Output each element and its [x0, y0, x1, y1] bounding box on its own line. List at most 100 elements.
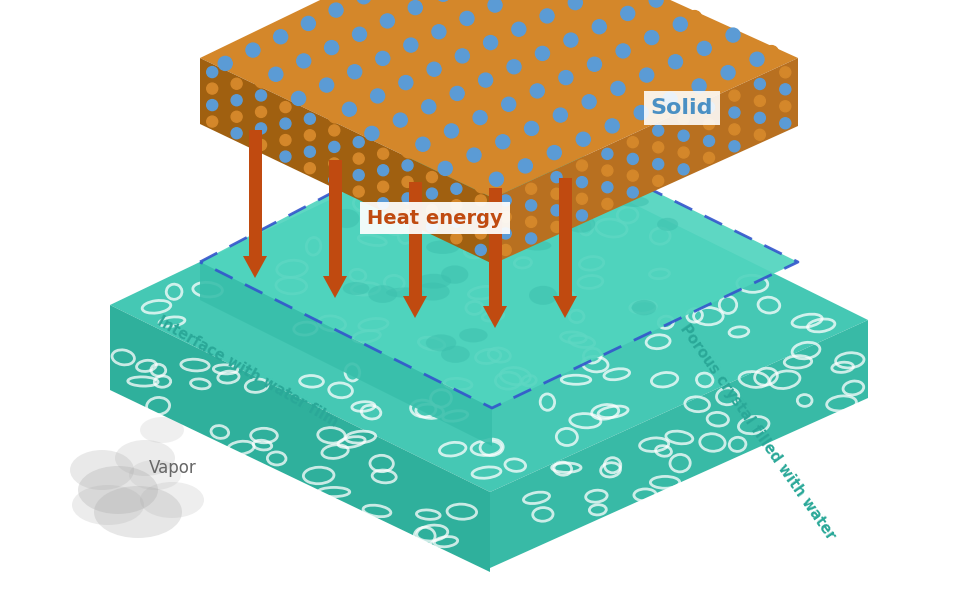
Circle shape	[304, 163, 316, 174]
Circle shape	[583, 0, 596, 3]
Ellipse shape	[94, 486, 182, 538]
Circle shape	[729, 90, 740, 101]
Circle shape	[564, 33, 578, 47]
Circle shape	[582, 95, 596, 109]
Circle shape	[668, 55, 683, 69]
Circle shape	[678, 113, 689, 124]
Circle shape	[432, 25, 445, 39]
Ellipse shape	[619, 196, 649, 207]
Ellipse shape	[519, 226, 543, 241]
Circle shape	[602, 50, 615, 65]
Circle shape	[418, 31, 432, 46]
Circle shape	[551, 172, 562, 182]
Polygon shape	[328, 160, 342, 276]
Circle shape	[578, 26, 592, 40]
Circle shape	[568, 0, 583, 10]
Circle shape	[729, 107, 740, 118]
Circle shape	[301, 16, 316, 31]
Circle shape	[526, 217, 537, 227]
Circle shape	[481, 142, 495, 155]
Circle shape	[287, 23, 301, 37]
Circle shape	[479, 73, 492, 87]
Circle shape	[402, 193, 413, 204]
Circle shape	[488, 104, 501, 118]
Circle shape	[726, 28, 740, 42]
Ellipse shape	[417, 274, 451, 289]
Circle shape	[408, 106, 421, 121]
Circle shape	[436, 0, 450, 1]
Circle shape	[653, 175, 663, 187]
Circle shape	[573, 64, 588, 78]
Circle shape	[348, 65, 362, 79]
Circle shape	[328, 142, 340, 152]
Circle shape	[540, 9, 554, 23]
Polygon shape	[110, 305, 490, 572]
Circle shape	[780, 84, 791, 95]
Circle shape	[654, 61, 668, 76]
Circle shape	[339, 34, 352, 48]
Circle shape	[283, 61, 297, 74]
Ellipse shape	[140, 417, 184, 443]
Circle shape	[426, 188, 438, 199]
Circle shape	[492, 67, 507, 80]
Circle shape	[304, 146, 316, 157]
Circle shape	[504, 166, 517, 179]
Circle shape	[305, 85, 320, 99]
Circle shape	[547, 146, 562, 160]
Circle shape	[446, 18, 460, 32]
Circle shape	[377, 148, 389, 159]
Circle shape	[729, 141, 740, 152]
Circle shape	[576, 176, 588, 188]
Circle shape	[475, 228, 487, 239]
Text: Solid: Solid	[651, 98, 713, 118]
Circle shape	[635, 0, 649, 14]
Ellipse shape	[426, 240, 459, 254]
Ellipse shape	[426, 334, 456, 352]
Circle shape	[473, 110, 487, 125]
Circle shape	[687, 11, 702, 25]
Circle shape	[697, 41, 711, 55]
Circle shape	[231, 111, 242, 122]
Circle shape	[502, 0, 516, 5]
Circle shape	[394, 113, 407, 127]
Circle shape	[755, 79, 765, 89]
Ellipse shape	[489, 147, 519, 164]
Polygon shape	[553, 296, 577, 318]
Polygon shape	[493, 58, 798, 264]
Circle shape	[673, 17, 687, 31]
Circle shape	[611, 82, 625, 95]
Circle shape	[500, 228, 512, 239]
Circle shape	[402, 160, 413, 171]
Circle shape	[334, 71, 348, 85]
Circle shape	[533, 152, 547, 166]
Circle shape	[426, 221, 438, 232]
Circle shape	[260, 37, 274, 50]
Circle shape	[395, 7, 408, 21]
Circle shape	[280, 134, 291, 146]
Ellipse shape	[428, 203, 468, 222]
Ellipse shape	[657, 218, 678, 231]
Circle shape	[297, 54, 311, 68]
Circle shape	[304, 130, 316, 141]
Circle shape	[453, 155, 467, 169]
Circle shape	[404, 38, 418, 52]
Circle shape	[567, 101, 582, 115]
Ellipse shape	[459, 328, 488, 343]
Circle shape	[707, 72, 721, 86]
Circle shape	[692, 79, 707, 93]
Circle shape	[602, 199, 612, 209]
Circle shape	[311, 47, 324, 61]
Polygon shape	[559, 178, 571, 296]
Circle shape	[780, 118, 791, 129]
Circle shape	[451, 200, 462, 211]
Circle shape	[328, 175, 340, 185]
Circle shape	[544, 77, 559, 91]
Circle shape	[439, 161, 452, 175]
Circle shape	[343, 0, 357, 10]
Circle shape	[704, 119, 714, 130]
Circle shape	[721, 65, 735, 80]
Circle shape	[663, 92, 677, 106]
Circle shape	[602, 182, 612, 193]
Circle shape	[602, 148, 612, 160]
Text: Porous crystal filled with water: Porous crystal filled with water	[678, 322, 839, 542]
